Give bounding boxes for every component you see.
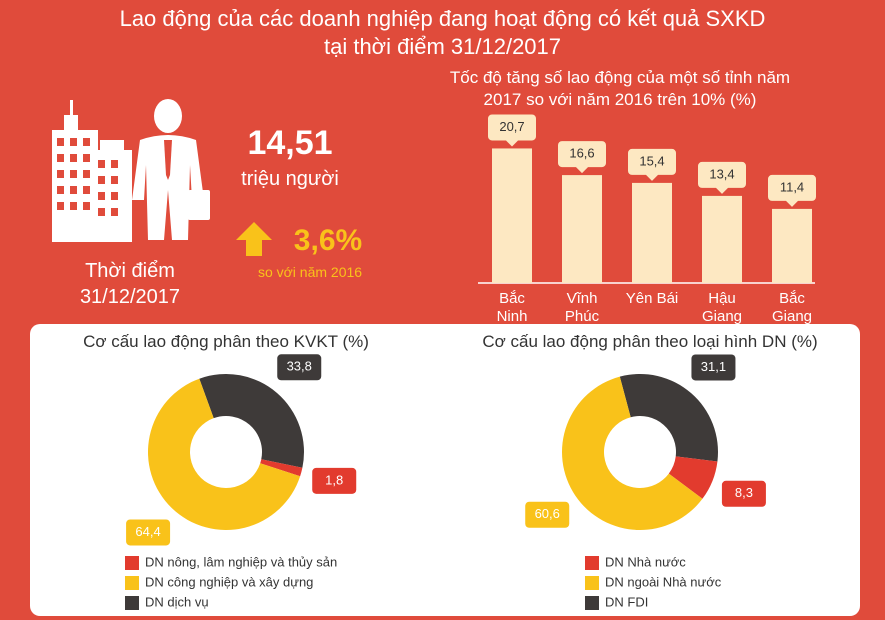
legend-label: DN FDI xyxy=(605,594,648,609)
pie-title: Cơ cấu lao động phân theo loại hình DN (… xyxy=(482,332,818,351)
legend-swatch xyxy=(125,576,139,590)
date-label: 31/12/2017 xyxy=(79,286,181,308)
bar-chart-title: 2017 so với năm 2016 trên 10% (%) xyxy=(483,90,757,109)
pie-slice xyxy=(260,459,303,477)
bar xyxy=(562,175,602,283)
x-tick-label: Hậu Giang xyxy=(701,290,743,325)
pie-slice xyxy=(148,378,301,531)
value-label: 8,3 xyxy=(735,485,753,500)
value-label: 15,4 xyxy=(639,153,664,168)
date-label: Thời điểm xyxy=(85,260,175,282)
value-label: 20,7 xyxy=(499,119,524,134)
pie-title: Cơ cấu lao động phân theo KVKT (%) xyxy=(83,332,369,351)
pie-slice xyxy=(562,376,703,530)
legend-swatch xyxy=(585,596,599,610)
legend-swatch xyxy=(125,556,139,570)
legend-swatch xyxy=(585,576,599,590)
x-tick-label: Bắc Giang xyxy=(771,290,813,325)
headline-unit: triệu người xyxy=(241,168,339,190)
legend-swatch xyxy=(125,596,139,610)
value-callout xyxy=(698,161,746,194)
x-tick-label: Bắc Ninh xyxy=(496,290,528,325)
x-tick-label: Yên Bái xyxy=(625,290,679,307)
bar-chart-title: Tốc độ tăng số lao động của một số tỉnh … xyxy=(449,68,791,87)
value-label: 13,4 xyxy=(709,166,734,181)
growth-value: 3,6% xyxy=(293,224,363,257)
pie-slice xyxy=(668,456,718,499)
x-tick-label: Vĩnh Phúc xyxy=(564,290,600,325)
legend-label: DN Nhà nước xyxy=(605,554,686,569)
value-label: 11,4 xyxy=(780,179,804,194)
value-callout xyxy=(558,141,606,174)
value-label: 1,8 xyxy=(325,472,343,487)
value-label: 16,6 xyxy=(569,146,594,161)
bar xyxy=(632,182,672,283)
headline-value: 14,51 xyxy=(247,124,333,162)
value-callout xyxy=(691,354,736,381)
legend-label: DN nông, lâm nghiệp và thủy sản xyxy=(145,554,337,569)
value-callout xyxy=(628,148,676,181)
value-label: 64,4 xyxy=(135,524,160,539)
pie-slice xyxy=(619,374,718,462)
value-callout xyxy=(488,114,536,147)
value-callout xyxy=(312,467,357,494)
bar xyxy=(492,148,532,283)
legend-label: DN công nghiệp và xây dựng xyxy=(145,574,313,589)
legend-label: DN dịch vụ xyxy=(145,594,209,609)
value-callout xyxy=(126,519,171,546)
businessman-icon xyxy=(132,99,210,240)
value-label: 31,1 xyxy=(701,359,726,374)
growth-note: so với năm 2016 xyxy=(257,264,363,280)
value-callout xyxy=(525,501,570,528)
value-callout xyxy=(721,480,766,507)
legend-swatch xyxy=(585,556,599,570)
bar xyxy=(702,195,742,283)
value-callout xyxy=(277,354,322,381)
value-label: 33,8 xyxy=(287,359,312,374)
title-line: Lao động của các doanh nghiệp đang hoạt … xyxy=(119,6,766,31)
value-callout xyxy=(768,174,816,207)
bar xyxy=(772,208,812,283)
value-label: 60,6 xyxy=(535,506,560,521)
up-arrow xyxy=(236,222,272,256)
buildings-icon xyxy=(52,100,132,242)
pie-slice xyxy=(199,374,304,468)
title-line: tại thời điểm 31/12/2017 xyxy=(323,34,562,59)
legend-label: DN ngoài Nhà nước xyxy=(605,574,722,589)
